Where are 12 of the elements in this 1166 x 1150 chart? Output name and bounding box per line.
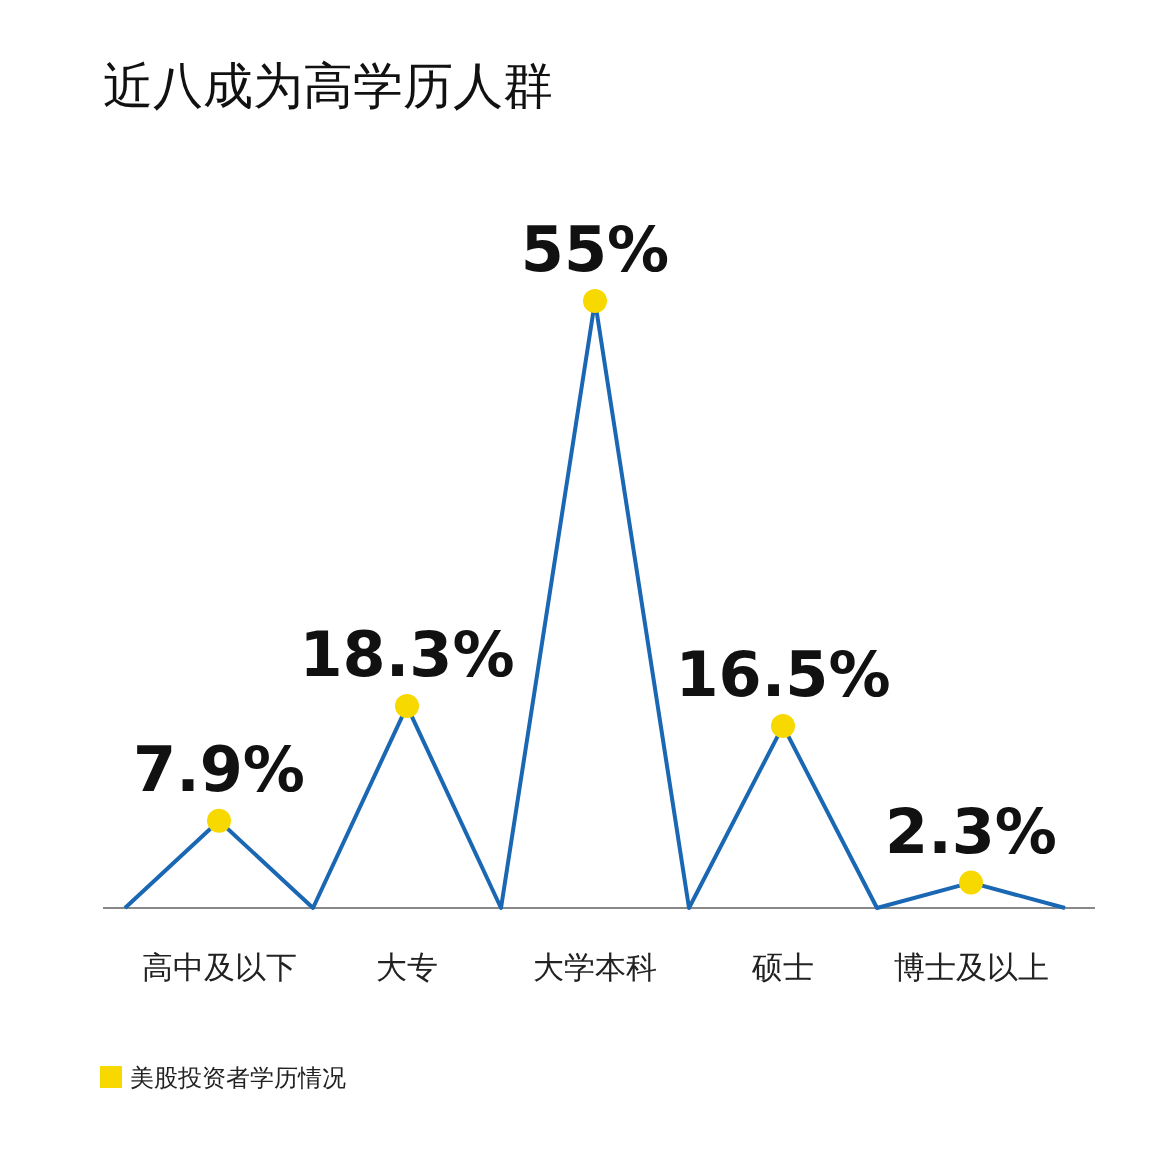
x-tick-label: 大学本科 [533, 949, 657, 985]
x-tick-label: 高中及以下 [141, 949, 297, 985]
x-tick-label: 大专 [376, 949, 438, 985]
x-tick-label: 博士及以上 [893, 949, 1049, 985]
data-label: 16.5% [675, 637, 891, 711]
x-tick-label: 硕士 [751, 949, 814, 985]
data-label: 2.3% [885, 794, 1057, 868]
legend-label: 美股投资者学历情况 [130, 1064, 346, 1092]
data-label: 7.9% [133, 732, 305, 806]
chart-title: 近八成为高学历人群 [103, 57, 553, 115]
data-label: 18.3% [299, 618, 515, 692]
data-label: 55% [520, 213, 670, 286]
